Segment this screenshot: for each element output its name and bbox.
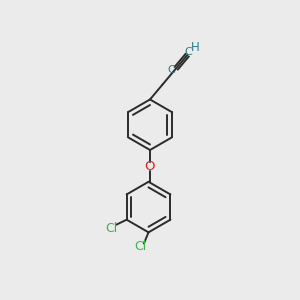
Text: Cl: Cl: [134, 240, 146, 253]
Text: C: C: [167, 65, 175, 75]
Text: Cl: Cl: [106, 222, 118, 235]
Text: O: O: [145, 160, 155, 173]
Text: C: C: [185, 46, 193, 56]
Text: H: H: [190, 41, 200, 54]
